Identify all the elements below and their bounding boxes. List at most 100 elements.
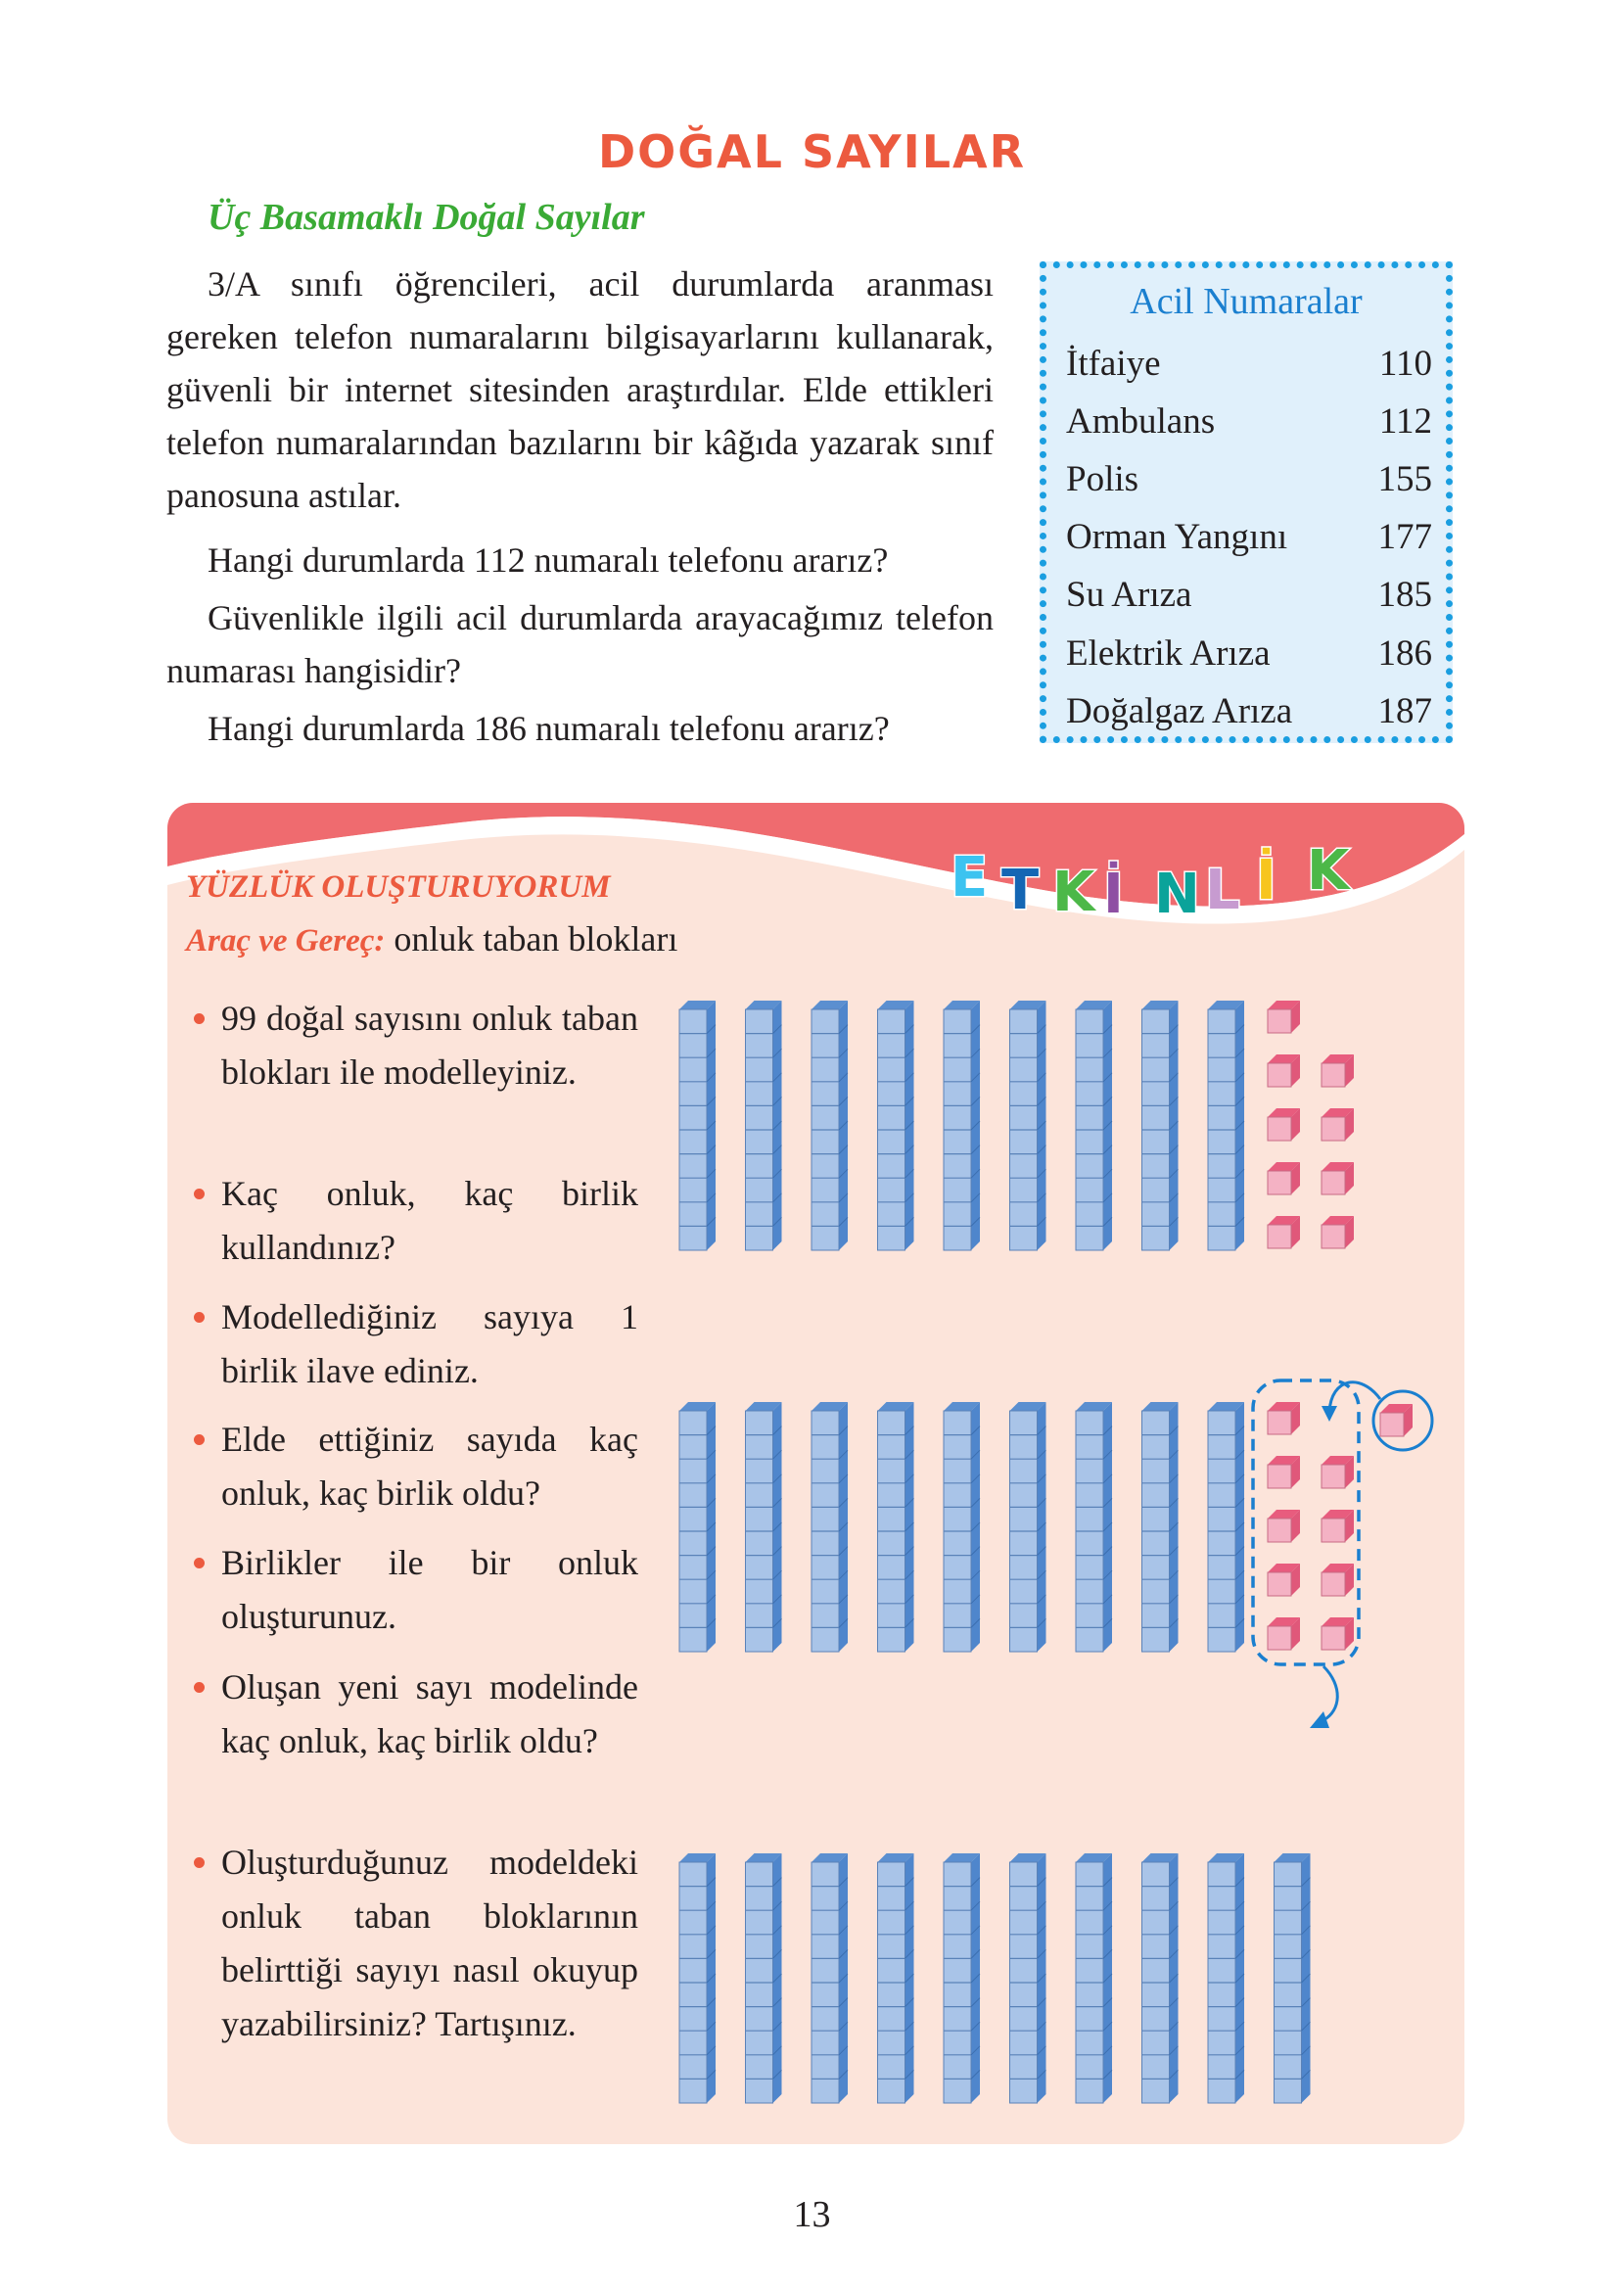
ten-rod — [1075, 1001, 1113, 1251]
ten-rod — [1009, 1001, 1046, 1251]
intro-paragraph: 3/A sınıfı öğrencileri, acil durumlarda … — [166, 257, 994, 522]
service-name: İtfaiye — [1066, 344, 1161, 384]
emergency-numbers-box: Acil Numaralar İtfaiye 110 Ambulans 112 Po… — [1040, 261, 1453, 743]
added-unit-cube — [1379, 1404, 1413, 1437]
question-1: Hangi durumlarda 112 numaralı telefonu a… — [166, 534, 994, 586]
unit-cube — [1267, 1402, 1300, 1435]
materials-label: Araç ve Gereç: — [186, 923, 386, 958]
ten-rod — [811, 1853, 849, 2104]
banner-letter: N — [1154, 863, 1200, 926]
emergency-row: Elektrik Arıza 186 — [1066, 632, 1432, 675]
arrow-out-icon — [1322, 1664, 1339, 1722]
question-3: Hangi durumlarda 186 numaralı telefonu a… — [166, 702, 994, 755]
ten-rod — [1141, 1402, 1179, 1653]
unit-cube — [1267, 1617, 1300, 1651]
unit-cube — [1321, 1108, 1354, 1142]
unit-cube — [1321, 1054, 1354, 1088]
ten-rod — [811, 1001, 849, 1251]
unit-cube — [1267, 1162, 1300, 1195]
banner-letter: E — [951, 846, 988, 910]
bullet-item: Kaç onluk, kaç birlik kullandınız? — [194, 1167, 638, 1275]
unit-cube — [1267, 1001, 1300, 1034]
paragraph-text: Hangi durumlarda 112 numaralı telefonu a… — [208, 540, 889, 580]
ten-rod — [943, 1402, 981, 1653]
service-name: Doğalgaz Arıza — [1066, 691, 1293, 731]
emergency-row: İtfaiye 110 — [1066, 343, 1432, 385]
emergency-row: Polis 155 — [1066, 458, 1432, 500]
ten-rod — [745, 1001, 782, 1251]
unit-cube — [1267, 1456, 1300, 1489]
service-name: Ambulans — [1066, 401, 1216, 442]
arrow-in-icon — [1327, 1380, 1382, 1413]
unit-cube — [1321, 1162, 1354, 1195]
unit-cube — [1321, 1456, 1354, 1489]
banner-letter: İ — [1103, 863, 1124, 926]
section-subtitle: Üç Basamaklı Doğal Sayılar — [208, 197, 645, 238]
ten-rod — [943, 1853, 981, 2104]
question-2: Güvenlikle ilgili acil durumlarda arayac… — [166, 591, 994, 697]
grouping-dashed-outline — [1251, 1379, 1361, 1666]
ten-rod — [811, 1402, 849, 1653]
ten-rod — [1207, 1402, 1245, 1653]
unit-cube — [1321, 1564, 1354, 1597]
bullet-item: Modellediğiniz sayıya 1 birlik ilave edi… — [194, 1290, 638, 1398]
banner-letter: L — [1205, 859, 1240, 922]
added-cube-circle — [1371, 1389, 1434, 1452]
service-name: Su Arıza — [1066, 575, 1192, 615]
unit-cube — [1267, 1510, 1300, 1543]
unit-cube — [1321, 1216, 1354, 1249]
service-name: Polis — [1066, 459, 1139, 499]
service-number: 187 — [1377, 691, 1433, 731]
unit-cube — [1267, 1564, 1300, 1597]
ten-rod — [1141, 1853, 1179, 2104]
banner-letter: T — [1001, 859, 1039, 922]
ten-rod — [1274, 1853, 1311, 2104]
bullet-item: 99 doğal sayısını onluk taban blokları i… — [194, 992, 638, 1099]
emergency-row: Su Arıza 185 — [1066, 574, 1432, 616]
banner-letter: K — [1307, 839, 1352, 903]
ten-rod — [1075, 1402, 1113, 1653]
materials-line: Araç ve Gereç: onluk taban blokları — [186, 918, 677, 959]
emergency-row: Ambulans 112 — [1066, 400, 1432, 443]
banner-letter: İ — [1256, 849, 1276, 912]
ten-rod — [745, 1853, 782, 2104]
unit-cube — [1267, 1216, 1300, 1249]
banner-letter: K — [1052, 861, 1097, 924]
emergency-row: Orman Yangını 177 — [1066, 516, 1432, 558]
emergency-box-title: Acil Numaralar — [1130, 281, 1363, 322]
ten-rod — [1141, 1001, 1179, 1251]
paragraph-text: Hangi durumlarda 186 numaralı telefonu a… — [208, 709, 890, 748]
ten-rod — [1009, 1402, 1046, 1653]
service-number: 186 — [1377, 633, 1433, 674]
bullet-item: Elde ettiğiniz sayıda kaç onluk, kaç bir… — [194, 1413, 638, 1520]
ten-rod — [1207, 1853, 1245, 2104]
ten-rod — [678, 1853, 717, 2104]
service-number: 185 — [1377, 575, 1433, 615]
service-name: Orman Yangını — [1066, 517, 1288, 557]
paragraph-text: 3/A sınıfı öğrencileri, acil durumlarda … — [166, 264, 994, 515]
unit-cube — [1267, 1108, 1300, 1142]
bullet-item: Oluşturduğunuz modeldeki onluk taban blo… — [194, 1836, 638, 2051]
page-number: 13 — [793, 2194, 831, 2235]
ten-rod — [678, 1001, 717, 1251]
unit-cube — [1321, 1510, 1354, 1543]
service-number: 177 — [1377, 517, 1433, 557]
ten-rod — [877, 1853, 914, 2104]
ten-rod — [678, 1402, 717, 1653]
page-title: DOĞAL SAYILAR — [597, 125, 1027, 178]
emergency-row: Doğalgaz Arıza 187 — [1066, 690, 1432, 732]
materials-value: onluk taban blokları — [394, 919, 678, 958]
ten-rod — [1075, 1853, 1113, 2104]
ten-rod — [745, 1402, 782, 1653]
service-number: 155 — [1377, 459, 1433, 499]
unit-cube — [1267, 1054, 1300, 1088]
activity-title: YÜZLÜK OLUŞTURUYORUM — [186, 869, 611, 905]
service-name: Elektrik Arıza — [1066, 633, 1271, 674]
ten-rod — [877, 1001, 914, 1251]
bullet-item: Oluşan yeni sayı modelinde kaç onluk, ka… — [194, 1660, 638, 1768]
service-number: 110 — [1378, 344, 1432, 384]
bullet-item: Birlikler ile bir onluk oluşturunuz. — [194, 1536, 638, 1644]
